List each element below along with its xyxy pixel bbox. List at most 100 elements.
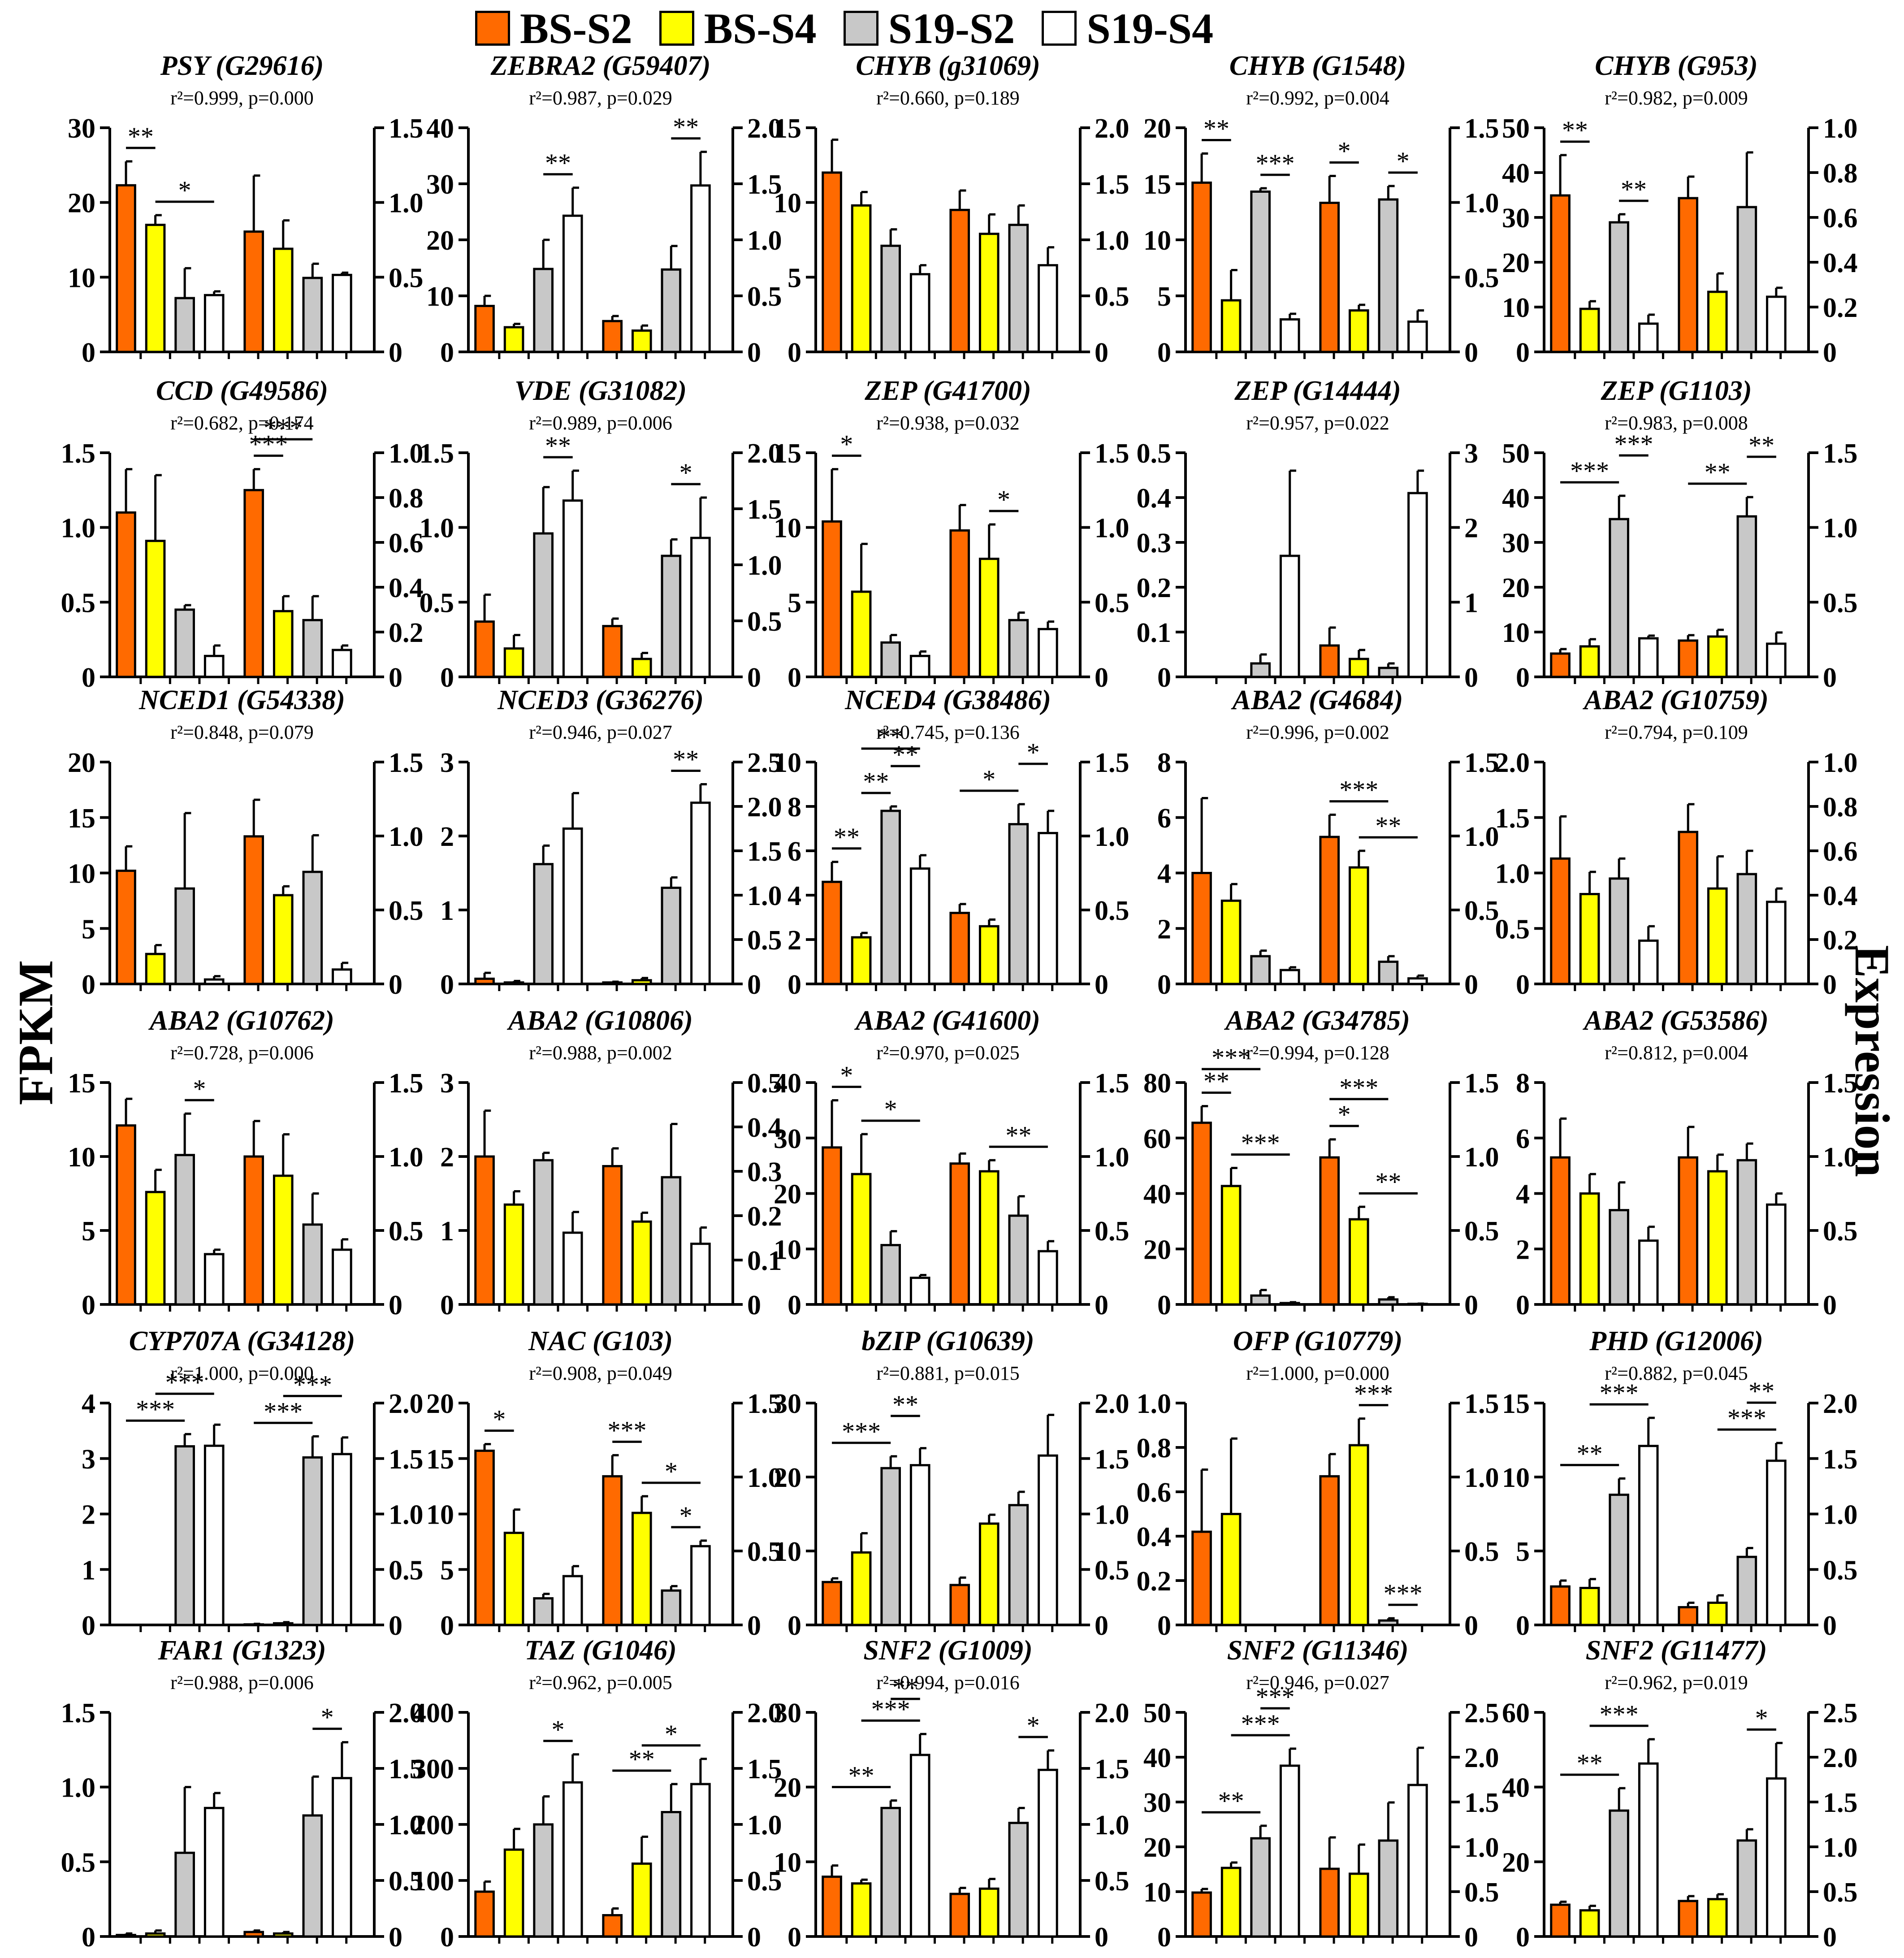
right-tick-label: 0	[1464, 1290, 1478, 1321]
legend-swatch	[475, 11, 510, 46]
legend-label: BS-S4	[704, 4, 817, 52]
significance-label: *	[840, 1061, 853, 1090]
chart-title-gene: CHYB (	[1229, 51, 1323, 81]
right-tick-label: 2.0	[747, 113, 782, 144]
left-tick-label: 20	[1502, 1847, 1530, 1878]
chart-title: SNF2 (G11477)	[1586, 1635, 1767, 1666]
left-tick-label: 30	[1143, 1788, 1171, 1818]
bar-bs-s2	[1678, 1900, 1699, 1938]
left-tick-label: 20	[1143, 1235, 1171, 1265]
right-tick-label: 1.5	[1823, 1068, 1858, 1099]
chart-title: TAZ (G1046)	[524, 1635, 676, 1666]
right-tick-label: 1.0	[1823, 113, 1858, 144]
chart-title-close: )	[323, 1005, 334, 1036]
bar-s19-s4	[562, 1781, 583, 1938]
left-tick-label: 40	[1502, 1773, 1530, 1803]
bar-s19-s2	[1378, 198, 1399, 353]
chart-panel-phd-g12006: PHD (G12006)r²=0.882, p=0.04505101500.51…	[1502, 1326, 1858, 1641]
right-tick-label: 1.5	[389, 748, 424, 778]
bar-s19-s4	[909, 1277, 930, 1306]
left-tick-label: 0	[440, 1922, 454, 1953]
right-tick-label: 1.0	[747, 881, 782, 911]
bar-s19-s4	[203, 978, 225, 985]
chart-stats: r²=0.982, p=0.009	[1605, 87, 1748, 109]
chart-stats: r²=0.728, p=0.006	[170, 1042, 313, 1064]
chart-title-gene: SNF2 (	[1586, 1635, 1672, 1666]
bar-bs-s2	[1319, 644, 1340, 678]
significance-label: ***	[249, 430, 288, 459]
bar-s19-s2	[1378, 667, 1399, 678]
left-tick-label: 15	[426, 1444, 454, 1475]
left-tick-label: 20	[68, 748, 95, 778]
bar-bs-s2	[1191, 1530, 1212, 1626]
chart-title: CYP707A (G34128)	[129, 1326, 355, 1356]
bar-bs-s4	[851, 1882, 872, 1938]
significance-label: ***	[1339, 1073, 1378, 1102]
bar-s19-s4	[690, 1243, 711, 1306]
chart-title-gene: NAC (	[528, 1326, 604, 1356]
chart-panel-zep-g1103: ZEP (G1103) r²=0.983, p=0.008 0 10 20 30 40 50 0…	[1502, 376, 1858, 693]
chart-title-close: )	[665, 1635, 677, 1666]
left-tick-label: 5	[82, 914, 95, 944]
left-tick-label: 30	[68, 113, 95, 144]
chart-stats: r²=1.000, p=0.000	[1246, 1362, 1389, 1384]
chart-title-gene: CCD (	[156, 376, 231, 406]
left-tick-label: 2	[440, 822, 454, 852]
left-tick-label: 30	[1502, 528, 1530, 559]
right-tick-label: 1.5	[1823, 1788, 1858, 1818]
right-tick-label: 0.5	[747, 606, 782, 637]
bar-bs-s4	[1579, 308, 1600, 353]
left-tick-label: 0.6	[1137, 1477, 1172, 1508]
chart-stats: r²=0.989, p=0.006	[529, 412, 672, 434]
significance-label: **	[1748, 431, 1774, 460]
right-tick-label: 0.5	[747, 1068, 782, 1099]
significance-label: *	[679, 458, 692, 487]
bar-s19-s2	[302, 871, 323, 985]
bar-bs-s2	[243, 230, 264, 353]
right-tick-label: 1.0	[389, 1500, 424, 1530]
right-tick-label: 0.5	[389, 1555, 424, 1585]
right-tick-label: 0.5	[1823, 588, 1858, 618]
chart-panel-aba2-g53586: ABA2 (G53586) r²=0.812, p=0.004 0 2 4 6 8 0 0.5 1…	[1516, 1005, 1858, 1321]
bar-bs-s4	[145, 953, 166, 985]
chart-panel-snf2-g11346: SNF2 (G11346) r²=0.946, p=0.027 0 10 20 30 40 5…	[1143, 1635, 1499, 1953]
chart-title-id: G53586	[1670, 1005, 1759, 1036]
legend-item-bs-s4: BS-S4	[659, 4, 817, 53]
right-tick-label: 0.4	[1823, 881, 1858, 911]
right-tick-label: 2.5	[1823, 1698, 1858, 1728]
bar-bs-s4	[1220, 299, 1242, 353]
bar-s19-s4	[1638, 939, 1659, 985]
right-tick-label: 0	[1095, 1290, 1108, 1321]
legend-item-s19-s2: S19-S2	[843, 4, 1015, 53]
bar-bs-s4	[273, 1174, 294, 1306]
left-tick-label: 0	[788, 663, 801, 693]
left-tick-label: 0	[1157, 970, 1171, 1000]
chart-panel-psy-g29616: PSY (G29616) r²=0.999, p=0.000 0 10 20 30 0 0.5…	[68, 51, 424, 368]
chart-title-close: )	[312, 51, 324, 81]
right-tick-label: 0.2	[1823, 293, 1858, 323]
right-tick-label: 0.5	[1464, 263, 1499, 293]
left-tick-label: 4	[788, 881, 801, 911]
chart-title: ABA2 (G10806)	[506, 1005, 693, 1036]
left-tick-label: 0.5	[61, 1847, 96, 1878]
left-tick-label: 1.0	[420, 513, 454, 544]
bar-bs-s4	[1348, 1218, 1369, 1306]
chart-title-gene: ABA2 (	[148, 1005, 238, 1036]
chart-panel-zep-g41700: ZEP (G41700)r²=0.938, p=0.03205101500.51…	[774, 376, 1129, 693]
chart-title-close: )	[1756, 1635, 1767, 1666]
bar-s19-s2	[533, 268, 554, 353]
significance-label: ***	[1339, 775, 1378, 805]
bar-s19-s4	[1038, 264, 1058, 353]
right-tick-label: 0	[389, 338, 402, 368]
significance-label: ***	[1600, 1700, 1639, 1729]
chart-title: ZEP (G41700)	[864, 376, 1031, 406]
left-tick-label: 10	[774, 748, 801, 778]
bar-bs-s4	[145, 1191, 166, 1306]
chart-title: ABA2 (G10759)	[1582, 685, 1769, 715]
right-tick-label: 0.5	[1464, 1216, 1499, 1247]
right-tick-label: 1.0	[1464, 1142, 1499, 1173]
significance-label: ***	[1570, 456, 1609, 485]
left-tick-label: 5	[788, 263, 801, 293]
bar-s19-s2	[661, 1176, 682, 1306]
significance-label: ***	[165, 1368, 204, 1397]
